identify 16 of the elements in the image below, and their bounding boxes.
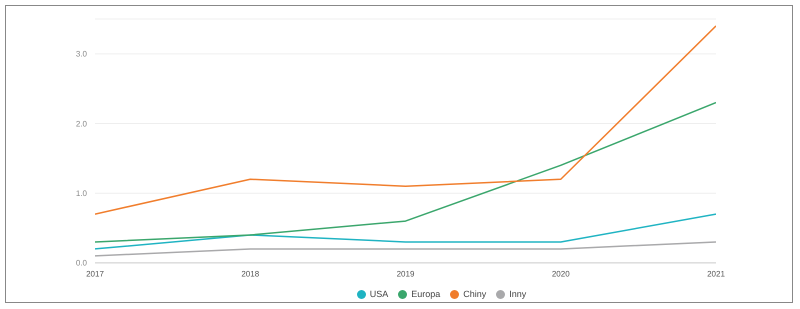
x-tick-label: 2021 <box>707 270 726 279</box>
legend-label: Chiny <box>463 288 486 299</box>
legend-label: Europa <box>411 288 440 299</box>
legend-label: USA <box>370 288 388 299</box>
line-series <box>95 102 716 243</box>
y-tick-label: 0.0 <box>76 258 88 268</box>
line-series <box>95 25 716 215</box>
line-series <box>95 213 716 250</box>
x-tick-label: 2020 <box>552 270 570 279</box>
y-tick-label: 3.0 <box>76 50 88 59</box>
legend-label: Inny <box>509 288 526 299</box>
y-tick-label: 1.0 <box>76 189 88 198</box>
x-tick-label: 2018 <box>241 270 260 279</box>
x-tick-label: 2019 <box>396 270 415 279</box>
y-tick-label: 2.0 <box>76 119 88 128</box>
x-tick-label: 2017 <box>86 270 104 279</box>
